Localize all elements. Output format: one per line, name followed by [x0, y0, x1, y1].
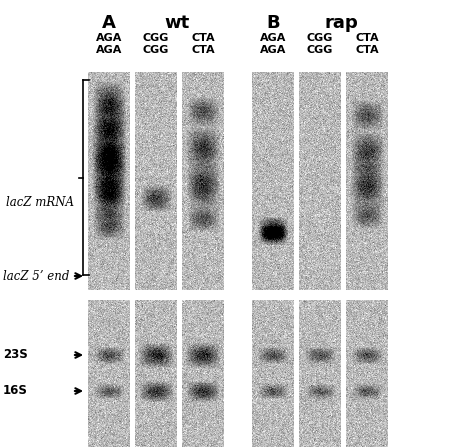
Text: CTA: CTA: [191, 33, 215, 43]
Text: AGA: AGA: [96, 45, 122, 55]
Text: CGG: CGG: [307, 45, 333, 55]
Text: lacZ mRNA: lacZ mRNA: [6, 195, 74, 208]
Text: wt: wt: [164, 14, 190, 32]
Text: AGA: AGA: [260, 45, 286, 55]
Text: CTA: CTA: [191, 45, 215, 55]
Text: CGG: CGG: [307, 33, 333, 43]
Text: CGG: CGG: [143, 33, 169, 43]
Text: 23S: 23S: [3, 349, 28, 362]
Text: AGA: AGA: [96, 33, 122, 43]
Text: B: B: [266, 14, 280, 32]
Text: rap: rap: [324, 14, 358, 32]
Text: AGA: AGA: [260, 33, 286, 43]
Text: lacZ 5’ end: lacZ 5’ end: [3, 270, 69, 283]
Text: CTA: CTA: [355, 33, 379, 43]
Text: CGG: CGG: [143, 45, 169, 55]
Text: CTA: CTA: [355, 45, 379, 55]
Text: A: A: [102, 14, 116, 32]
Text: 16S: 16S: [3, 384, 28, 397]
